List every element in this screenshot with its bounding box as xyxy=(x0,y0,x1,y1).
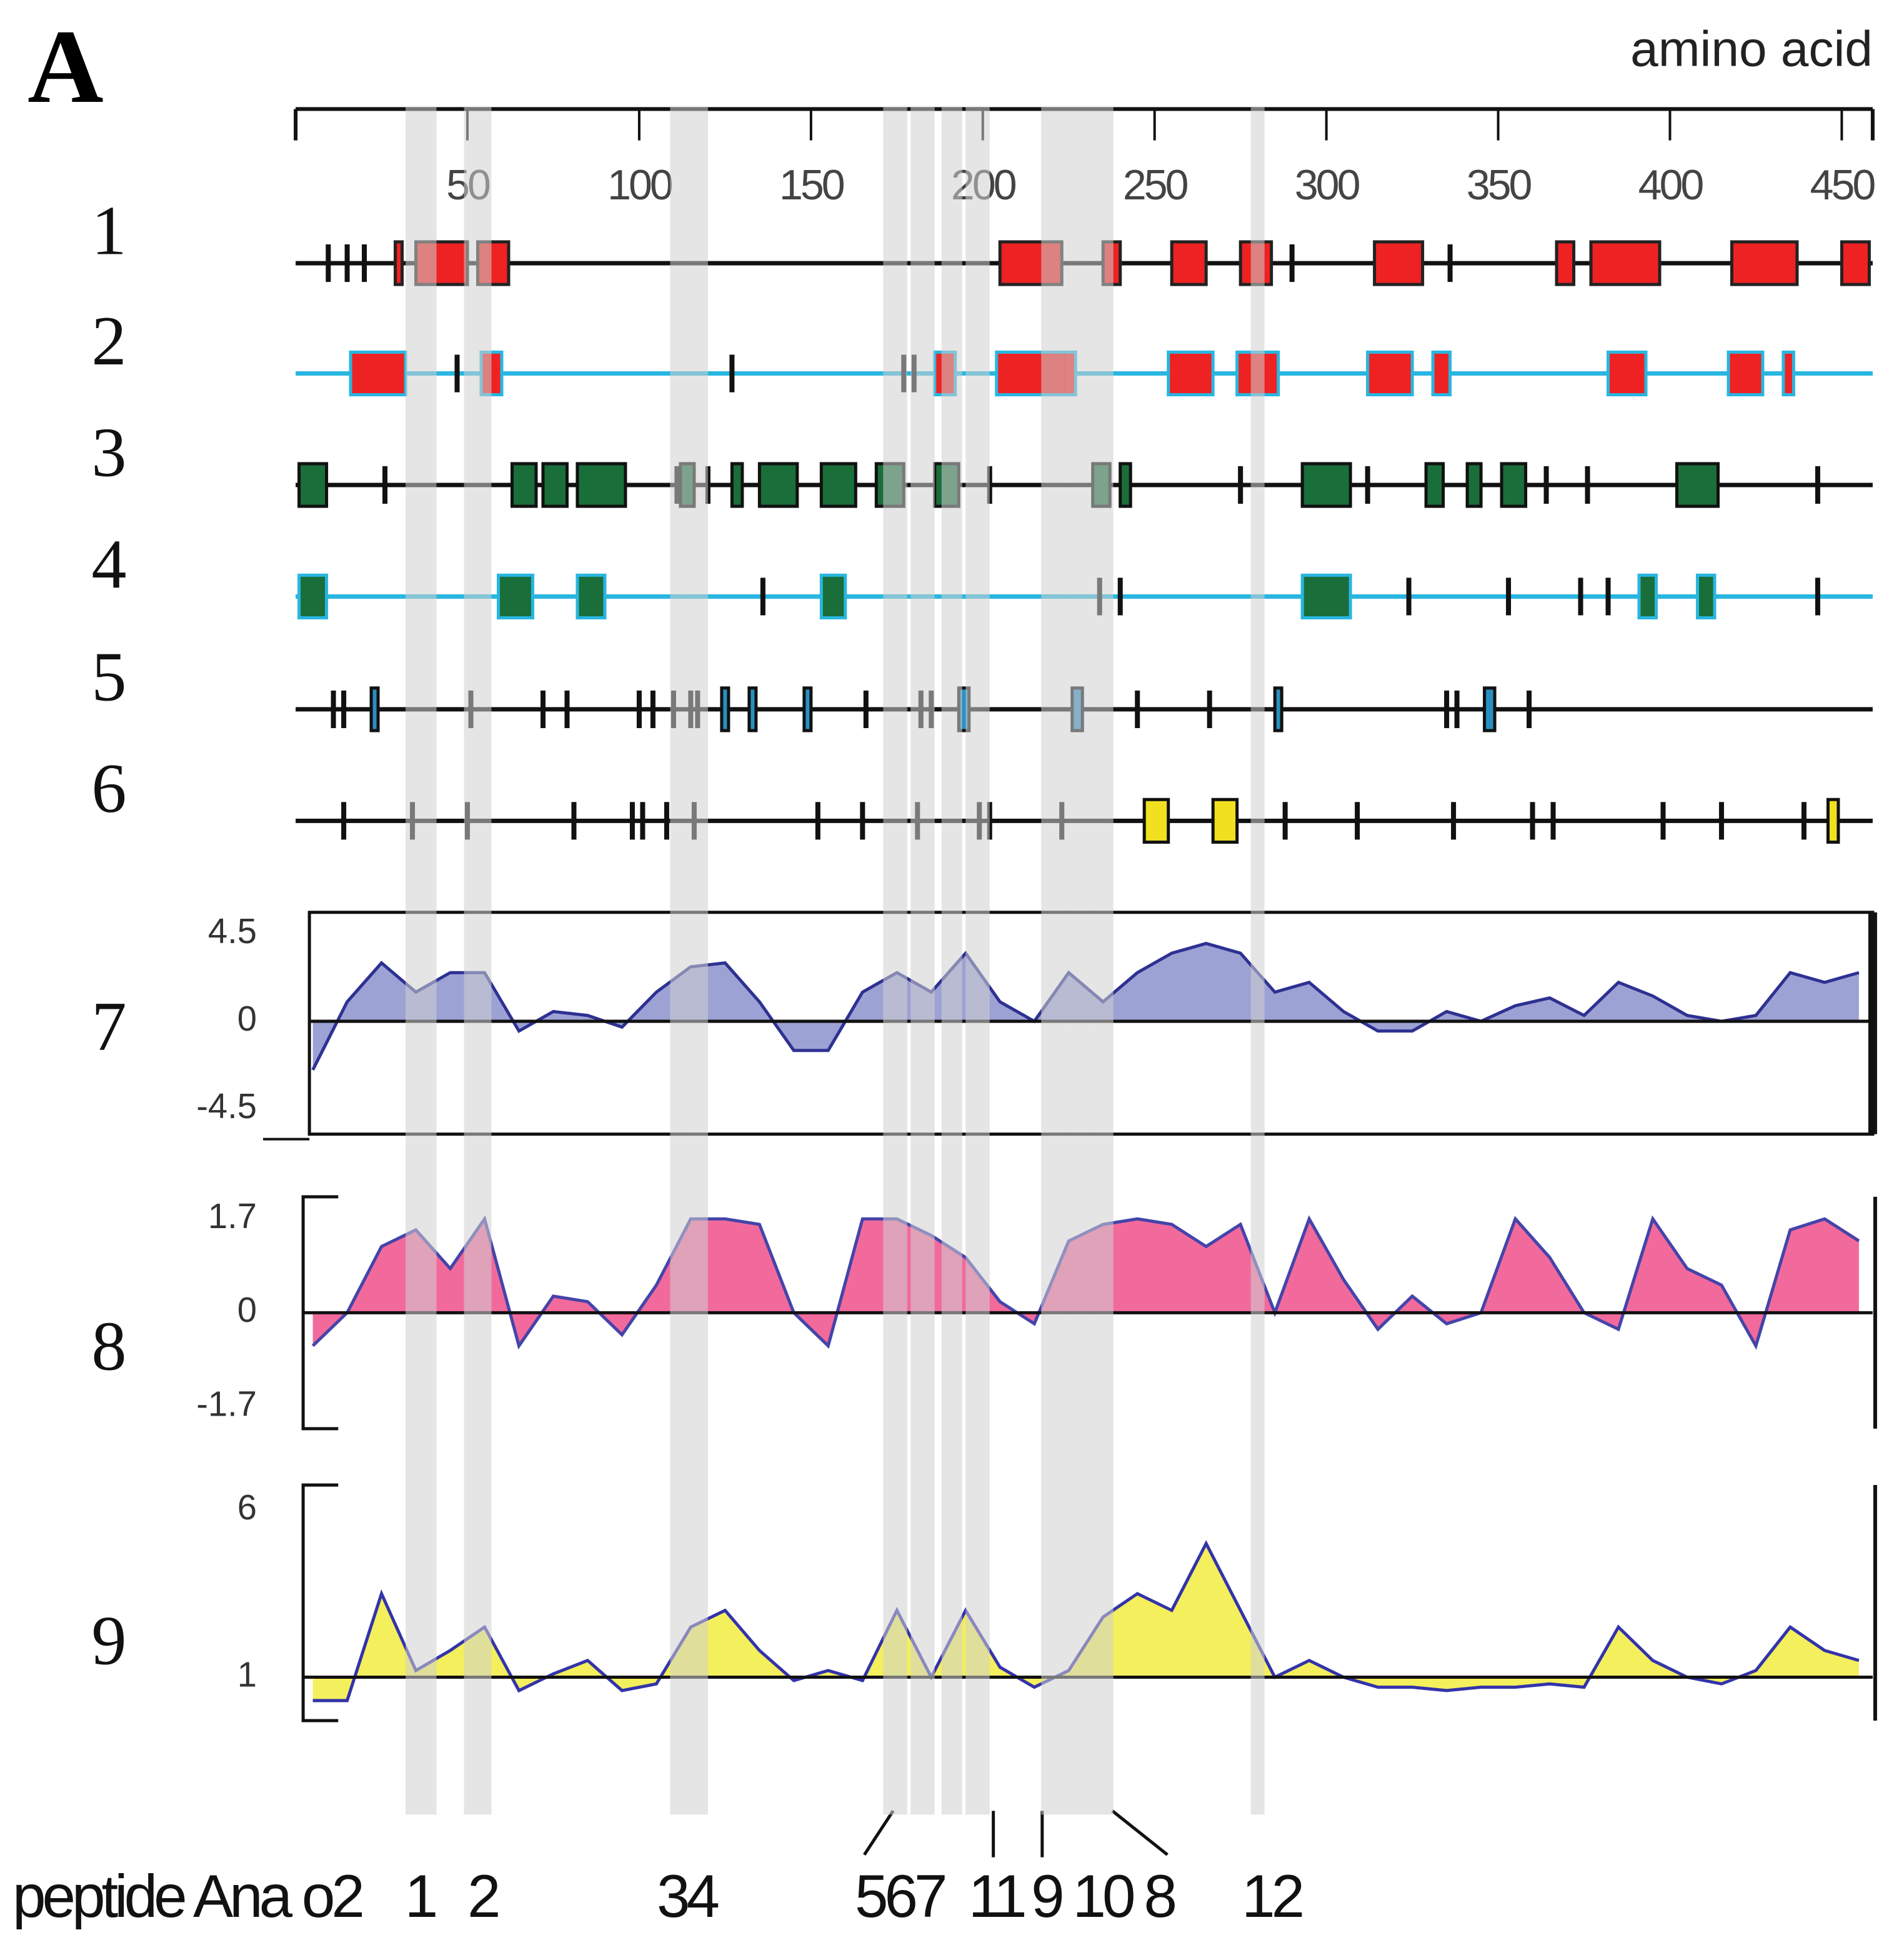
peptide-label: 2 xyxy=(467,1863,498,1930)
bracket xyxy=(301,1483,339,1722)
x-tick-label: 100 xyxy=(607,161,672,209)
peptide-label: 12 xyxy=(1242,1863,1302,1930)
peptide-band xyxy=(965,106,990,1815)
feature-box xyxy=(747,686,758,732)
y-tick-label: 6 xyxy=(237,1488,257,1527)
peptide-band xyxy=(1041,106,1065,1815)
feature-box xyxy=(1675,462,1720,508)
feature-box xyxy=(1500,462,1528,508)
feature-box xyxy=(1142,798,1170,844)
peptide-band xyxy=(883,106,907,1815)
feature-box xyxy=(1300,573,1352,620)
feature-box xyxy=(1373,240,1425,286)
feature-box xyxy=(576,573,607,620)
peptide-band xyxy=(464,106,492,1815)
leader-lines xyxy=(863,1809,1169,1858)
feature-box xyxy=(1695,573,1717,620)
peptide-label: 34 xyxy=(657,1863,718,1930)
track-label: 7 xyxy=(91,988,126,1066)
track-label: 1 xyxy=(91,192,126,270)
feature-box xyxy=(1840,240,1871,286)
leader-line xyxy=(863,1810,895,1856)
y-tick-label: 1.7 xyxy=(208,1196,257,1236)
feature-box xyxy=(1424,462,1445,508)
track-label: 8 xyxy=(91,1308,126,1385)
peptide-band xyxy=(670,106,687,1815)
y-tick-label: -1.7 xyxy=(196,1384,257,1423)
track-label: 6 xyxy=(91,750,126,828)
y-tick-label: 4.5 xyxy=(208,911,257,951)
y-tick-label: 1 xyxy=(237,1654,257,1694)
feature-box xyxy=(1483,686,1497,732)
x-tick-label: 300 xyxy=(1295,161,1360,209)
feature-box xyxy=(757,462,799,508)
feature-box xyxy=(541,462,569,508)
feature-box xyxy=(297,462,329,508)
x-tick-label: 450 xyxy=(1810,161,1875,209)
peptide-label: 8 xyxy=(1144,1863,1175,1930)
y-tick-label: 0 xyxy=(237,1290,257,1329)
peptide-band xyxy=(687,106,708,1815)
peptide-label: 567 xyxy=(855,1863,945,1930)
feature-box xyxy=(297,573,329,620)
peptide-label: 11 xyxy=(969,1863,1024,1930)
axis-label: amino acid xyxy=(1630,20,1873,76)
feature-box xyxy=(730,462,744,508)
feature-box xyxy=(1637,573,1658,620)
track-label: 9 xyxy=(91,1602,126,1679)
y-tick-label: 0 xyxy=(237,999,257,1038)
feature-box xyxy=(1826,798,1840,844)
feature-box xyxy=(510,462,538,508)
peptide-band xyxy=(406,106,437,1815)
bracket xyxy=(301,1195,339,1431)
x-tick-label: 150 xyxy=(779,161,844,209)
feature-box xyxy=(1431,350,1452,397)
peptide-label: 1 xyxy=(405,1863,436,1930)
feature-box xyxy=(1211,798,1239,844)
track-label: 2 xyxy=(91,302,126,380)
peptide-band xyxy=(1065,106,1090,1815)
feature-box xyxy=(1606,350,1648,397)
feature-box xyxy=(1300,462,1352,508)
feature-box xyxy=(1170,240,1208,286)
feature-box xyxy=(1782,350,1795,397)
feature-box xyxy=(802,686,813,732)
feature-box xyxy=(394,240,404,286)
feature-box xyxy=(1167,350,1215,397)
peptide-label: 9 xyxy=(1031,1863,1062,1930)
x-tick-label: 350 xyxy=(1467,161,1532,209)
peptide-title: peptide Ana o2 xyxy=(12,1863,362,1930)
x-tick-label: 250 xyxy=(1123,161,1188,209)
feature-box xyxy=(369,686,380,732)
feature-box xyxy=(1273,686,1283,732)
x-tick-label: 400 xyxy=(1638,161,1703,209)
feature-box xyxy=(720,686,730,732)
track-label: 4 xyxy=(91,526,126,603)
leader-line xyxy=(1111,1809,1169,1856)
peptide-band xyxy=(910,106,935,1815)
peptide-band xyxy=(941,106,962,1815)
peptide-band xyxy=(1089,106,1114,1815)
track-label: 3 xyxy=(91,414,126,492)
feature-box xyxy=(496,573,534,620)
peptide-label: 10 xyxy=(1073,1863,1134,1930)
feature-box xyxy=(819,462,857,508)
feature-box xyxy=(1589,240,1662,286)
feature-box xyxy=(1465,462,1483,508)
track-label: 5 xyxy=(91,639,126,716)
feature-box xyxy=(819,573,847,620)
feature-box xyxy=(1727,350,1765,397)
panel-label: A xyxy=(27,9,104,125)
feature-box xyxy=(1366,350,1414,397)
peptide-band xyxy=(1250,106,1265,1815)
feature-box xyxy=(576,462,627,508)
feature-box xyxy=(1555,240,1576,286)
feature-box xyxy=(1730,240,1799,286)
feature-box xyxy=(1119,462,1132,508)
feature-box xyxy=(349,350,407,397)
y-tick-label: -4.5 xyxy=(196,1086,257,1126)
